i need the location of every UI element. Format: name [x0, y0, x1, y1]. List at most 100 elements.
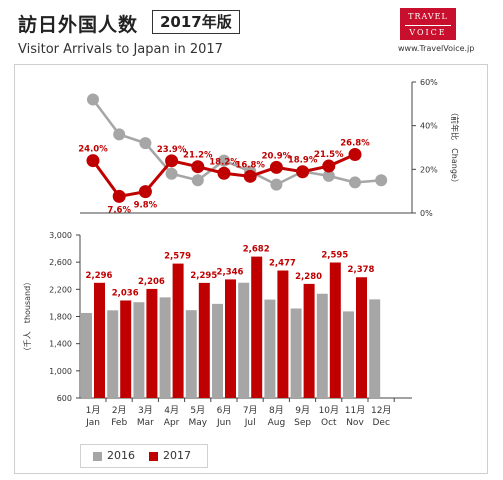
bar-y-axis-title: （千人 thousand）	[22, 278, 32, 355]
bar-x-tick-label-jp: 8月	[269, 405, 284, 416]
bar-2017	[225, 279, 236, 398]
bar-data-label: 2,595	[321, 251, 348, 261]
legend: 2016 2017	[80, 444, 208, 468]
line-series-2016	[92, 98, 382, 187]
line-data-label: 26.8%	[340, 138, 370, 148]
line-point-2017	[269, 160, 283, 174]
bar-x-tick-label-en: Feb	[111, 418, 127, 428]
legend-item-2017: 2017	[149, 449, 191, 462]
line-data-label: 23.9%	[157, 145, 187, 155]
line-point-2017	[322, 159, 336, 173]
legend-swatch-2017	[149, 451, 158, 461]
bar-y-tick-label: 1,400	[49, 340, 72, 349]
line-point-2017	[348, 147, 362, 161]
line-y-tick-label: 60%	[420, 78, 438, 87]
bar-2017	[120, 300, 132, 398]
line-data-label: 21.2%	[183, 151, 213, 161]
line-point-2016	[139, 137, 152, 150]
line-point-2017	[217, 166, 231, 180]
bar-2017	[198, 282, 210, 398]
bar-data-label: 2,036	[112, 288, 139, 298]
bar-2017	[356, 277, 367, 398]
line-data-label: 24.0%	[78, 145, 108, 155]
line-y-tick-label: 0%	[420, 209, 433, 218]
bar-2017	[94, 282, 105, 398]
bar-2017	[251, 256, 263, 398]
line-data-label: 9.8%	[134, 201, 158, 211]
bar-2016	[343, 311, 354, 398]
page-title-jp: 訪日外国人数	[18, 14, 139, 36]
line-point-2016	[218, 154, 230, 167]
bar-2016	[81, 312, 92, 398]
bar-2017	[303, 283, 315, 398]
logo-line1: TRAVEL	[408, 12, 448, 21]
line-point-2016	[349, 176, 361, 189]
line-point-2016	[165, 167, 178, 180]
line-point-2017	[191, 160, 205, 174]
bar-2017	[277, 270, 289, 398]
line-point-2016	[191, 174, 204, 187]
bar-x-tick-label-en: Oct	[321, 418, 337, 428]
bar-y-tick-label: 1,000	[49, 367, 72, 376]
bar-2016	[264, 299, 276, 398]
bar-x-tick-label-jp: 4月	[164, 405, 179, 416]
line-point-2017	[243, 169, 257, 183]
bar-x-tick-label-en: Aug	[268, 418, 286, 428]
bar-2016	[159, 297, 171, 398]
bar-x-tick-label-en: May	[188, 418, 207, 428]
line-point-2016	[322, 169, 335, 182]
bar-x-tick-label-jp: 7月	[243, 405, 258, 416]
bar-2016	[107, 310, 119, 398]
bar-data-label: 2,477	[269, 259, 296, 269]
bar-data-label: 2,682	[243, 245, 270, 255]
bar-x-tick-label-jp: 3月	[138, 405, 153, 416]
bar-2016	[185, 310, 197, 398]
logo-line2: VOICE	[405, 25, 451, 39]
bar-x-tick-label-jp: 6月	[217, 405, 232, 416]
bar-2017	[146, 288, 158, 398]
bar-x-tick-label-en: Jun	[216, 418, 231, 428]
bar-x-tick-label-en: Jan	[85, 418, 100, 428]
legend-label-2016: 2016	[107, 449, 135, 462]
bar-x-tick-label-jp: 12月	[371, 405, 391, 416]
line-point-2017	[86, 154, 100, 168]
line-data-label: 21.5%	[314, 150, 344, 160]
bar-2016	[290, 308, 302, 398]
bar-x-tick-label-jp: 5月	[190, 405, 205, 416]
bar-x-tick-label-jp: 2月	[112, 405, 127, 416]
line-y-tick-label: 20%	[420, 165, 438, 174]
page-title-en: Visitor Arrivals to Japan in 2017	[18, 42, 223, 57]
bar-x-tick-label-en: Jul	[244, 418, 256, 428]
bar-x-tick-label-jp: 1月	[86, 405, 101, 416]
year-badge: 2017年版	[152, 10, 240, 34]
bar-data-label: 2,346	[217, 267, 244, 277]
travel-voice-logo: TRAVEL VOICE	[400, 8, 456, 40]
line-data-label: 16.8%	[235, 160, 265, 170]
bar-x-tick-label-en: Apr	[164, 418, 180, 428]
bar-x-tick-label-en: Sep	[294, 418, 311, 428]
line-data-label: 18.2%	[209, 157, 239, 167]
line-y-tick-label: 40%	[420, 122, 438, 131]
line-point-2016	[270, 178, 283, 191]
line-point-2017	[138, 185, 152, 199]
bar-2016	[133, 302, 145, 398]
bar-2016	[238, 282, 250, 398]
bar-data-label: 2,206	[138, 277, 165, 287]
bar-data-label: 2,295	[190, 271, 217, 281]
line-data-label: 20.9%	[262, 151, 292, 161]
bar-y-tick-label: 2,600	[49, 258, 72, 267]
legend-label-2017: 2017	[163, 449, 191, 462]
bar-data-label: 2,378	[348, 265, 375, 275]
line-data-label: 7.6%	[107, 205, 131, 215]
bar-2017	[329, 262, 341, 398]
legend-swatch-2016	[93, 451, 102, 461]
bar-2016	[369, 299, 381, 398]
line-point-2017	[165, 154, 179, 168]
bar-x-tick-label-en: Nov	[346, 418, 364, 428]
bar-2016	[212, 303, 223, 398]
bar-x-tick-label-jp: 10月	[319, 405, 339, 416]
bar-data-label: 2,296	[86, 271, 113, 281]
line-data-label: 18.9%	[288, 156, 318, 166]
bar-y-tick-label: 600	[57, 394, 72, 403]
